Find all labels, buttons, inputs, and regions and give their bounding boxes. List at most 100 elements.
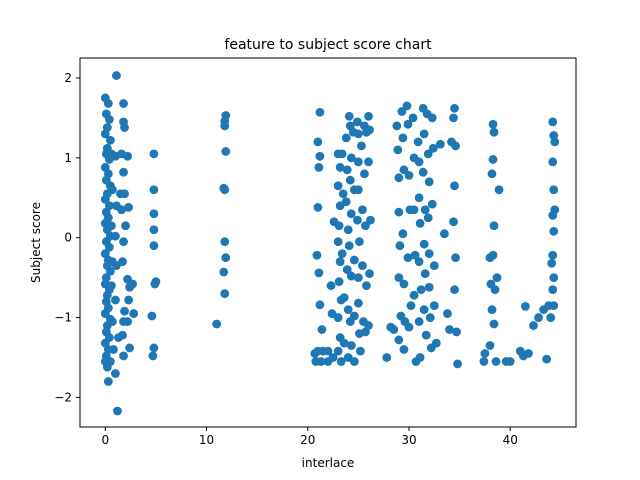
data-point	[389, 325, 399, 334]
data-point	[344, 241, 354, 251]
data-point	[315, 151, 325, 161]
data-point	[346, 271, 356, 281]
data-point	[103, 99, 113, 108]
data-point	[124, 295, 133, 305]
y-tick-label: −1	[54, 311, 72, 325]
data-point	[399, 345, 409, 354]
data-point	[364, 321, 373, 330]
data-point	[548, 210, 558, 220]
data-point	[328, 353, 338, 362]
data-point	[149, 343, 159, 353]
data-point	[107, 185, 117, 195]
data-point	[429, 301, 439, 310]
data-point	[323, 346, 333, 356]
data-point	[549, 226, 559, 236]
axes-layer: 0 10 20 30 40 −2 −1 0 1 2	[54, 71, 518, 447]
data-point	[341, 133, 351, 143]
data-point	[479, 357, 489, 366]
data-point	[342, 265, 352, 275]
data-point	[449, 113, 458, 123]
data-point	[542, 354, 552, 364]
data-point	[105, 135, 115, 145]
data-point	[392, 121, 402, 131]
data-point	[343, 225, 353, 235]
x-axis-title: interlace	[302, 456, 355, 470]
data-point	[406, 301, 416, 310]
data-point	[524, 349, 533, 358]
data-point	[534, 313, 543, 322]
data-point	[404, 322, 414, 332]
data-point	[339, 293, 349, 303]
data-point	[429, 261, 439, 271]
data-point	[123, 151, 132, 161]
data-point	[111, 369, 120, 378]
data-point	[357, 141, 366, 151]
data-point	[382, 353, 392, 362]
data-point	[485, 341, 495, 350]
data-point	[425, 313, 435, 322]
data-point	[314, 163, 324, 172]
data-point	[394, 173, 404, 183]
data-point	[394, 207, 404, 217]
data-point	[334, 277, 344, 287]
data-point	[100, 129, 110, 139]
data-point	[314, 268, 324, 278]
data-point	[365, 269, 374, 279]
data-point	[393, 145, 403, 155]
data-point	[358, 205, 367, 215]
data-point	[150, 279, 160, 289]
data-point	[315, 300, 325, 310]
data-point	[450, 181, 459, 191]
data-point	[212, 319, 222, 329]
data-point	[489, 319, 499, 329]
y-tick-label: 1	[64, 151, 72, 165]
data-point	[490, 285, 500, 295]
data-point	[313, 137, 323, 147]
data-point	[120, 123, 129, 132]
data-point	[338, 189, 348, 199]
data-point	[312, 250, 322, 260]
data-point	[450, 103, 459, 113]
data-point	[548, 117, 558, 127]
data-point	[419, 239, 429, 249]
data-point	[435, 139, 445, 149]
data-point	[118, 257, 127, 267]
data-point	[100, 194, 110, 204]
data-point	[451, 253, 460, 263]
data-point	[419, 129, 429, 139]
data-point	[354, 237, 364, 247]
data-point	[361, 221, 370, 231]
data-point	[548, 157, 558, 167]
data-point	[505, 357, 515, 366]
data-point	[149, 225, 159, 235]
data-point	[353, 157, 363, 167]
data-point	[548, 285, 558, 295]
data-point	[149, 149, 159, 159]
data-point	[404, 171, 414, 180]
data-point	[399, 279, 409, 289]
data-point	[353, 185, 363, 195]
data-point	[549, 185, 559, 195]
data-point	[220, 289, 230, 299]
x-tick-label: 20	[300, 433, 315, 447]
data-point	[418, 167, 428, 177]
data-point	[148, 351, 158, 361]
data-point	[443, 309, 452, 318]
data-point	[364, 157, 373, 167]
data-point	[337, 249, 347, 259]
data-point	[488, 119, 498, 129]
data-point	[335, 163, 345, 172]
y-tick-label: −2	[54, 390, 72, 404]
data-point	[549, 273, 559, 283]
data-point	[107, 317, 117, 326]
data-point	[403, 253, 413, 263]
data-point	[402, 101, 412, 111]
data-point	[424, 282, 434, 292]
data-point	[109, 345, 118, 354]
data-point	[120, 189, 129, 199]
data-point	[113, 406, 122, 416]
data-point	[220, 185, 230, 195]
data-point	[431, 338, 441, 348]
data-point	[105, 266, 115, 276]
